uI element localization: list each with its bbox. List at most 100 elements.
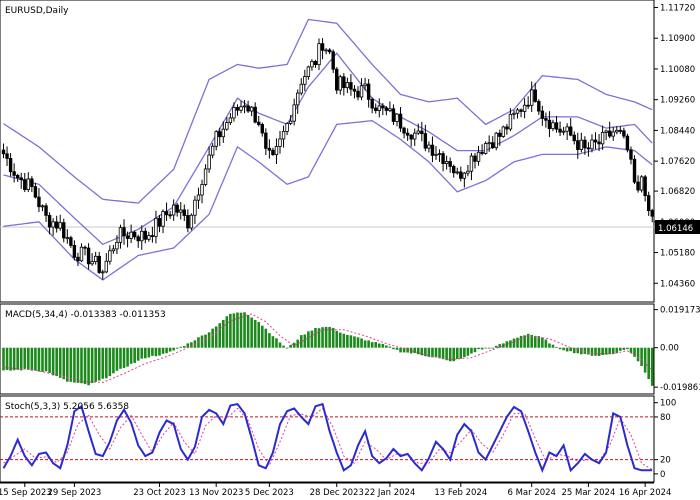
macd-bar: [533, 335, 537, 348]
macd-bar: [41, 347, 44, 372]
candle-body: [618, 129, 623, 132]
candle-body: [448, 161, 452, 167]
macd-bar: [452, 347, 456, 362]
macd-bar: [314, 327, 317, 348]
candle-body: [434, 153, 438, 156]
stoch-panel[interactable]: 100 80 20 0 Stoch(5,3,3) 5.2056 5.6358: [0, 395, 676, 483]
candle: [147, 231, 151, 242]
macd-bar: [268, 333, 271, 348]
candle: [569, 117, 573, 137]
candle-body: [232, 107, 236, 119]
macd-bar: [445, 347, 448, 361]
macd-bar: [388, 346, 392, 348]
candle: [526, 96, 530, 109]
candle-body: [363, 83, 367, 87]
macd-bar: [385, 345, 388, 348]
macd-bar: [622, 347, 626, 350]
macd-panel[interactable]: 0.019173 0.00 -0.019861 MACD(5,34,4) -0.01…: [0, 303, 700, 395]
candle: [615, 126, 619, 135]
candle: [288, 114, 293, 126]
candle: [636, 175, 640, 193]
candle-body: [278, 138, 282, 147]
candle: [125, 231, 130, 248]
candle-body: [242, 105, 247, 108]
macd-bar: [650, 347, 654, 386]
macd-bar: [225, 316, 229, 348]
candle-body: [366, 83, 371, 100]
candle: [200, 179, 204, 204]
candle-body: [193, 199, 197, 216]
candle: [604, 129, 608, 141]
candle-body: [615, 129, 619, 133]
macd-bar: [190, 342, 193, 348]
candle-body: [101, 271, 105, 274]
candle-body: [352, 88, 357, 92]
candle-body: [391, 108, 396, 122]
candle: [448, 157, 452, 173]
candle-body: [501, 126, 506, 137]
candle: [292, 98, 296, 126]
candle-body: [210, 145, 215, 156]
candle-body: [622, 130, 626, 137]
macd-bar: [80, 347, 83, 384]
candle-body: [246, 105, 250, 112]
macd-bar: [62, 347, 66, 380]
macd-bar: [626, 347, 629, 350]
macd-bar: [292, 342, 296, 348]
candle: [409, 133, 413, 147]
time-tick-label: 13 Feb 2024: [434, 488, 487, 498]
macd-bar: [342, 333, 346, 348]
candle: [430, 136, 435, 163]
candle: [632, 155, 637, 185]
macd-bar: [487, 347, 491, 349]
candle-body: [405, 132, 410, 136]
candle: [260, 122, 264, 137]
candle: [650, 208, 654, 223]
candle-body: [512, 112, 516, 115]
macd-bar: [218, 323, 222, 348]
candle: [444, 155, 449, 170]
candle: [101, 269, 105, 280]
macd-bar: [509, 340, 512, 348]
time-tick-label: 29 Sep 2023: [47, 488, 101, 498]
macd-bar: [275, 338, 278, 348]
candle-body: [83, 246, 87, 249]
candle: [168, 210, 172, 219]
candle: [491, 136, 495, 149]
candle-body: [44, 205, 48, 216]
macd-bar: [643, 347, 647, 373]
stoch-tick-label: 80: [660, 413, 671, 423]
candle: [618, 126, 623, 134]
candle-body: [345, 82, 350, 89]
macd-bar: [51, 347, 55, 376]
candle-body: [494, 132, 498, 149]
candle-body: [23, 179, 27, 190]
candle: [416, 123, 420, 135]
candle-body: [331, 51, 335, 70]
candle-body: [547, 119, 552, 129]
macd-bar: [505, 341, 509, 348]
price-tick-label: 1.07620: [660, 157, 695, 167]
price-panel[interactable]: 1.11720 1.10900 1.10080 1.09260 1.08440 1.076…: [0, 0, 700, 303]
candle: [572, 131, 576, 145]
candle-body: [356, 90, 360, 98]
macd-bar: [530, 334, 534, 348]
candle: [186, 209, 190, 233]
macd-bar: [105, 347, 108, 379]
candle: [182, 204, 186, 221]
macd-bar: [115, 347, 119, 371]
candle: [352, 85, 357, 99]
macd-signal-line: [3, 313, 653, 384]
candle: [388, 101, 392, 113]
time-tick-label: 6 Mar 2024: [507, 488, 555, 498]
macd-bar: [441, 347, 445, 360]
candle: [274, 138, 279, 164]
candle-body: [505, 126, 509, 130]
bollinger-upper-band: [3, 18, 653, 204]
macd-bar: [416, 347, 420, 355]
candle-body: [260, 124, 264, 134]
macd-bar: [140, 347, 144, 359]
candle: [264, 128, 268, 155]
macd-bar: [73, 347, 76, 383]
candle-body: [487, 142, 491, 145]
